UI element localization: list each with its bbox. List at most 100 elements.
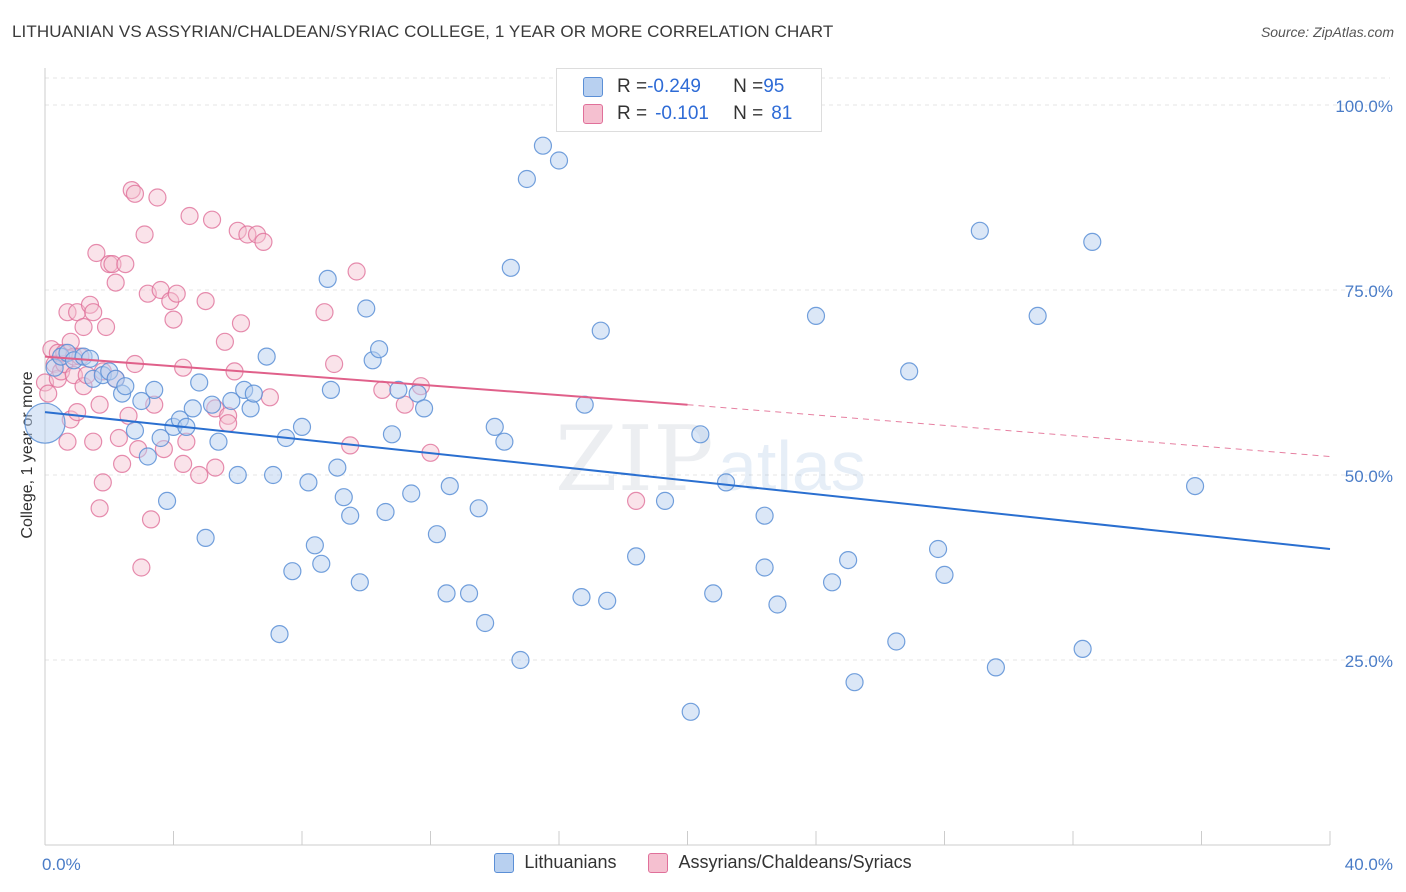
data-point-assyrian (373, 380, 392, 399)
legend-label: Lithuanians (524, 852, 617, 872)
x-tick-label: 0.0% (42, 855, 81, 874)
data-point-assyrian (116, 255, 135, 274)
data-point-lithuanian (382, 425, 402, 444)
data-point-lithuanian (986, 658, 1006, 677)
legend-swatch-blue (583, 77, 603, 97)
data-point-assyrian (260, 388, 279, 407)
data-point-lithuanian (202, 395, 222, 414)
data-point-lithuanian (190, 373, 209, 392)
data-point-assyrian (93, 473, 112, 492)
legend-item-lithuanians[interactable]: Lithuanians (494, 852, 616, 873)
legend-item-assyrians[interactable]: Assyrians/Chaldeans/Syriacs (648, 852, 912, 873)
data-point-assyrian (626, 491, 646, 510)
data-point-lithuanian (376, 502, 395, 522)
data-point-lithuanian (427, 525, 447, 544)
legend-r-value: -0.101 (655, 103, 709, 124)
data-point-lithuanian (299, 473, 318, 492)
legend-swatch-pink (583, 104, 603, 124)
data-point-lithuanian (350, 573, 369, 592)
data-point-lithuanian (321, 380, 341, 399)
data-point-lithuanian (196, 528, 215, 548)
data-point-lithuanian (691, 425, 710, 444)
data-point-lithuanian (575, 395, 594, 414)
data-point-assyrian (174, 454, 193, 473)
watermark: ZIP atlas (555, 407, 866, 512)
data-point-assyrian (87, 243, 106, 263)
data-point-lithuanian (511, 650, 530, 670)
data-point-lithuanian (845, 673, 864, 692)
source-credit: Source: ZipAtlas.com (1260, 24, 1394, 40)
data-point-lithuanian (768, 595, 787, 614)
data-point-lithuanian (145, 380, 164, 399)
watermark-atlas: atlas (718, 427, 866, 505)
trend-lines (44, 355, 1331, 550)
data-point-lithuanian (125, 421, 145, 440)
data-point-assyrian (315, 303, 334, 322)
data-point-assyrian (96, 317, 116, 337)
data-point-lithuanian (716, 473, 736, 492)
data-point-assyrian (90, 395, 109, 414)
data-point-lithuanian (24, 402, 66, 444)
legend-swatch-blue (494, 852, 515, 873)
data-point-lithuanian (839, 550, 858, 570)
data-point-assyrian (58, 432, 77, 451)
data-point-lithuanian (755, 558, 774, 577)
data-point-lithuanian (116, 377, 135, 396)
correlation-legend: R = -0.249 N = 95 R = -0.101 N = 81 (556, 68, 822, 132)
data-point-lithuanian (402, 484, 421, 503)
data-point-lithuanian (495, 432, 514, 451)
data-point-lithuanian (341, 506, 360, 525)
data-point-lithuanian (928, 539, 948, 559)
data-point-lithuanian (501, 258, 520, 277)
data-point-lithuanian (209, 432, 228, 451)
data-point-assyrian (74, 317, 93, 337)
data-point-assyrian (84, 432, 103, 451)
axes (44, 68, 1331, 846)
data-point-lithuanian (132, 391, 151, 411)
data-point-lithuanian (681, 702, 700, 721)
chart-title: LITHUANIAN VS ASSYRIAN/CHALDEAN/SYRIAC C… (12, 22, 834, 41)
data-point-lithuanian (1185, 477, 1205, 496)
data-point-assyrian (231, 314, 251, 333)
data-point-lithuanian (305, 536, 324, 555)
data-point-lithuanian (900, 362, 919, 381)
data-point-assyrian (228, 221, 247, 240)
data-point-assyrian (219, 414, 238, 433)
data-point-lithuanian (598, 591, 617, 610)
data-point-lithuanian (263, 465, 283, 485)
x-tick-label: 40.0% (1345, 855, 1393, 874)
data-point-assyrian (58, 303, 77, 322)
data-point-lithuanian (389, 380, 408, 399)
data-point-lithuanian (591, 321, 610, 340)
data-point-lithuanian (887, 632, 906, 651)
data-point-lithuanian (1073, 639, 1092, 659)
data-point-lithuanian (469, 499, 488, 518)
data-point-lithuanian (935, 565, 954, 585)
data-point-lithuanian (517, 169, 536, 189)
data-point-assyrian (164, 310, 183, 329)
data-point-lithuanian (1083, 232, 1102, 251)
data-point-lithuanian (755, 506, 774, 525)
data-point-assyrian (247, 225, 267, 244)
series-legend: Lithuanians Assyrians/Chaldeans/Syriacs (0, 852, 1406, 873)
data-point-lithuanian (459, 584, 479, 603)
data-point-lithuanian (222, 391, 241, 411)
watermark-zip: ZIP (555, 407, 714, 512)
data-point-assyrian (254, 232, 273, 251)
legend-row-assyrians: R = -0.101 N = 81 (583, 102, 792, 126)
data-point-assyrian (238, 225, 257, 244)
data-point-assyrian (325, 354, 344, 374)
legend-label: Assyrians/Chaldeans/Syriacs (678, 852, 912, 872)
data-point-assyrian (180, 206, 199, 226)
data-point-lithuanian (270, 624, 289, 644)
data-point-assyrian (141, 510, 161, 529)
data-point-assyrian (112, 454, 132, 473)
legend-r-value: -0.249 (647, 76, 701, 97)
legend-row-lithuanians: R = -0.249 N = 95 (583, 75, 784, 99)
y-tick-label: 50.0% (1345, 467, 1393, 486)
data-point-lithuanian (1028, 306, 1047, 325)
data-point-lithuanian (485, 417, 504, 436)
data-point-lithuanian (334, 488, 353, 507)
data-point-lithuanian (806, 306, 826, 325)
data-point-lithuanian (440, 477, 459, 496)
